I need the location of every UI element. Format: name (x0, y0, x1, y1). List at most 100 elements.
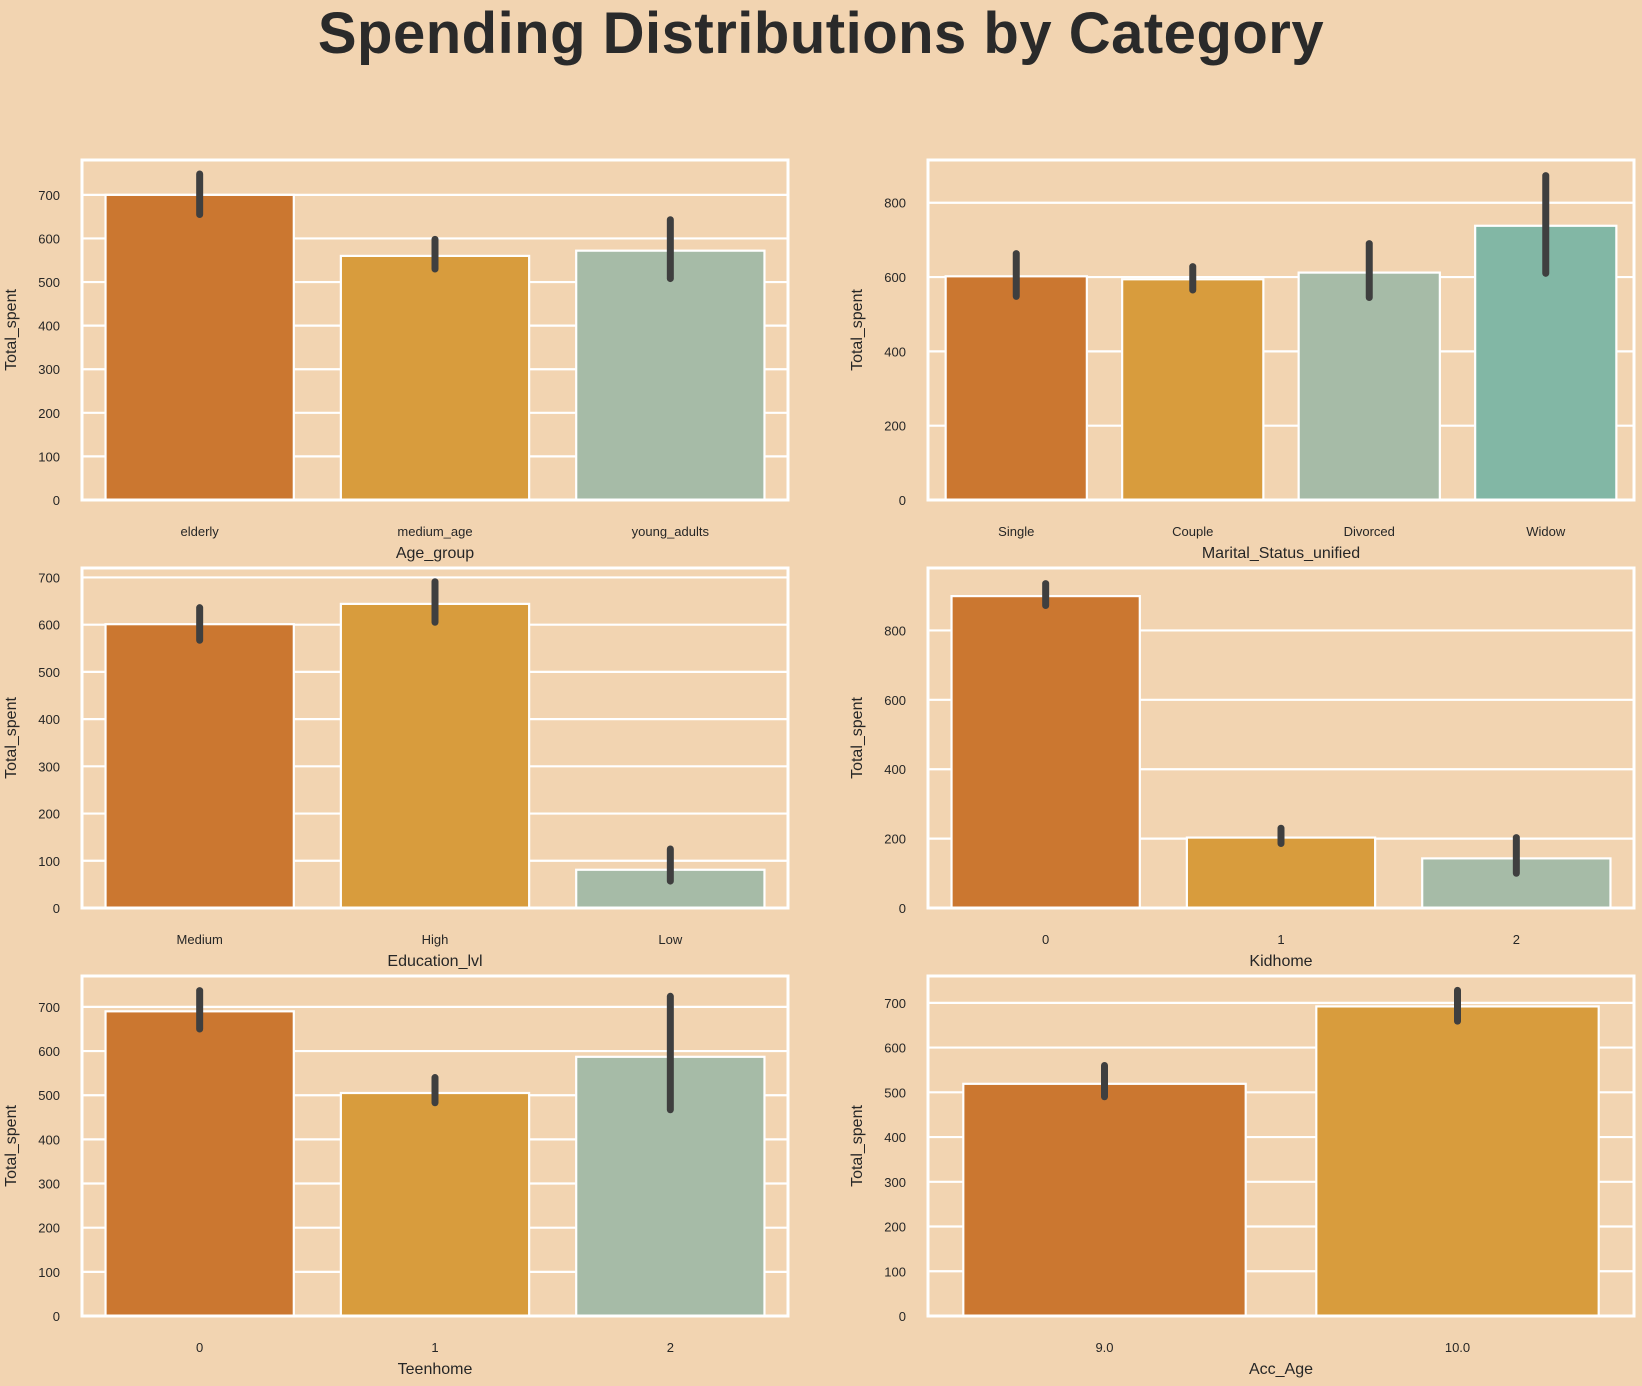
y-tick-label: 700 (38, 188, 60, 203)
chart-teenhome: 0 100 200 300 400 500 600 700 0 1 2 Teenhome Total_s… (3, 974, 790, 1378)
chart-age-group: 0 100 200 300 400 500 600 700 elderly medium_age y… (3, 158, 790, 562)
y-axis-label: Total_spent (849, 1105, 866, 1187)
x-tick-label: young_adults (632, 524, 710, 539)
chart-acc-age: 0 100 200 300 400 500 600 700 9.0 10.0 Acc_Age Tota… (849, 974, 1636, 1378)
y-tick-label: 0 (53, 493, 60, 508)
x-tick-label: 0 (196, 1340, 203, 1355)
y-tick-label: 0 (899, 1309, 906, 1324)
y-tick-label: 600 (38, 1044, 60, 1059)
x-axis-label: Teenhome (398, 1361, 473, 1378)
y-tick-label: 100 (38, 1265, 60, 1280)
x-tick-label: High (422, 932, 449, 947)
figure-title: Spending Distributions by Category (317, 1, 1325, 66)
x-axis-label: Age_group (396, 545, 474, 562)
bar (104, 1010, 295, 1318)
y-tick-label: 600 (884, 693, 906, 708)
y-tick-label: 200 (38, 807, 60, 822)
axes-frame (80, 158, 790, 502)
x-tick-label: medium_age (397, 524, 472, 539)
y-axis-label: Total_spent (3, 289, 20, 371)
axes-frame (80, 566, 790, 910)
y-axis-label: Total_spent (849, 697, 866, 779)
axes-frame (926, 974, 1636, 1318)
bar (1185, 836, 1377, 910)
x-tick-label: Low (658, 932, 682, 947)
y-tick-label: 700 (884, 996, 906, 1011)
chart-education-lvl: 0 100 200 300 400 500 600 700 Medium High Low Educa… (3, 566, 790, 970)
y-tick-label: 800 (884, 623, 906, 638)
bar (950, 595, 1141, 910)
y-tick-label: 300 (38, 1177, 60, 1192)
x-tick-label: 9.0 (1095, 1340, 1113, 1355)
y-tick-label: 400 (884, 762, 906, 777)
x-tick-label: 10.0 (1445, 1340, 1470, 1355)
y-tick-label: 100 (884, 1264, 906, 1279)
bar (339, 1091, 531, 1318)
bar (104, 623, 295, 910)
y-axis-label: Total_spent (3, 697, 20, 779)
chart-marital-status: 0 200 400 600 800 Single Couple Divorced Widow Ma… (849, 158, 1636, 562)
y-tick-label: 700 (38, 1000, 60, 1015)
bar (1315, 1005, 1600, 1318)
y-tick-label: 300 (38, 759, 60, 774)
y-tick-label: 500 (38, 275, 60, 290)
y-tick-label: 300 (38, 362, 60, 377)
bar (575, 249, 766, 502)
y-tick-label: 500 (38, 1088, 60, 1103)
bar (339, 602, 531, 910)
y-tick-label: 200 (884, 419, 906, 434)
y-tick-label: 400 (38, 319, 60, 334)
y-tick-label: 400 (884, 1130, 906, 1145)
x-tick-label: elderly (181, 524, 220, 539)
chart-kidhome: 0 200 400 600 800 0 1 2 Kidhome Total_spent (849, 566, 1636, 970)
y-tick-label: 200 (38, 406, 60, 421)
axes-frame (926, 158, 1636, 502)
y-tick-label: 200 (884, 1220, 906, 1235)
x-axis-label: Acc_Age (1249, 1361, 1313, 1378)
y-tick-label: 800 (884, 196, 906, 211)
y-tick-label: 0 (899, 901, 906, 916)
axes-frame (926, 566, 1636, 910)
y-axis-label: Total_spent (849, 289, 866, 371)
x-tick-label: Couple (1172, 524, 1213, 539)
y-tick-label: 200 (38, 1221, 60, 1236)
x-tick-label: Widow (1526, 524, 1566, 539)
y-tick-label: 0 (53, 1309, 60, 1324)
x-axis-label: Education_lvl (387, 953, 482, 970)
bar (944, 275, 1088, 502)
x-tick-label: Medium (177, 932, 223, 947)
y-tick-label: 200 (884, 832, 906, 847)
y-axis-label: Total_spent (3, 1105, 20, 1187)
x-axis-label: Kidhome (1249, 953, 1312, 970)
bar (104, 193, 295, 502)
y-tick-label: 100 (38, 854, 60, 869)
y-tick-label: 400 (38, 712, 60, 727)
x-tick-label: 2 (1513, 932, 1520, 947)
y-tick-label: 100 (38, 449, 60, 464)
x-tick-label: 0 (1042, 932, 1049, 947)
y-tick-label: 400 (38, 1132, 60, 1147)
x-axis-label: Marital_Status_unified (1202, 545, 1360, 562)
y-tick-label: 0 (899, 493, 906, 508)
x-tick-label: 2 (667, 1340, 674, 1355)
x-tick-label: 1 (431, 1340, 438, 1355)
y-tick-label: 500 (884, 1085, 906, 1100)
x-tick-label: Single (998, 524, 1034, 539)
y-tick-label: 600 (38, 231, 60, 246)
y-tick-label: 400 (884, 344, 906, 359)
y-tick-label: 600 (38, 618, 60, 633)
y-tick-label: 600 (884, 270, 906, 285)
y-tick-label: 600 (884, 1041, 906, 1056)
bar (339, 254, 531, 502)
y-tick-label: 700 (38, 570, 60, 585)
x-tick-label: 1 (1277, 932, 1284, 947)
y-tick-label: 300 (884, 1175, 906, 1190)
y-tick-label: 0 (53, 901, 60, 916)
y-tick-label: 500 (38, 665, 60, 680)
bar (1121, 278, 1265, 502)
bar (962, 1082, 1247, 1318)
axes-frame (80, 974, 790, 1318)
x-tick-label: Divorced (1344, 524, 1395, 539)
bar (1297, 271, 1441, 502)
